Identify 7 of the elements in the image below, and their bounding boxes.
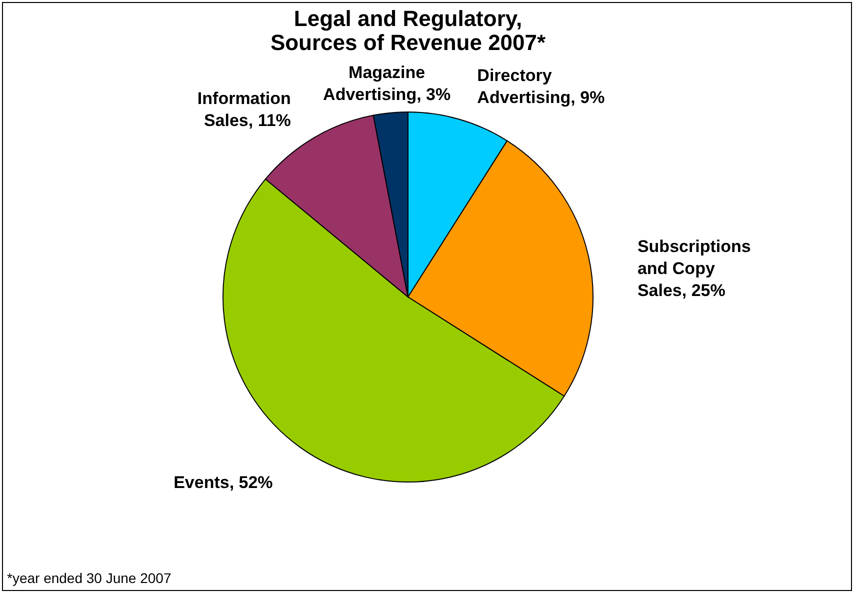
slice-label: Events, 52%: [174, 473, 273, 492]
slice-label: Directory Advertising, 9%: [477, 66, 605, 108]
slice-label: Magazine Advertising, 3%: [323, 63, 451, 104]
chart-title: Legal and Regulatory, Sources of Revenue 2007*: [270, 6, 546, 56]
text: *year ended 30 June 2007: [7, 570, 172, 586]
slice-label: Subscriptions and Copy Sales, 25%: [637, 236, 751, 300]
slice-label: Information Sales, 11%: [197, 89, 291, 130]
